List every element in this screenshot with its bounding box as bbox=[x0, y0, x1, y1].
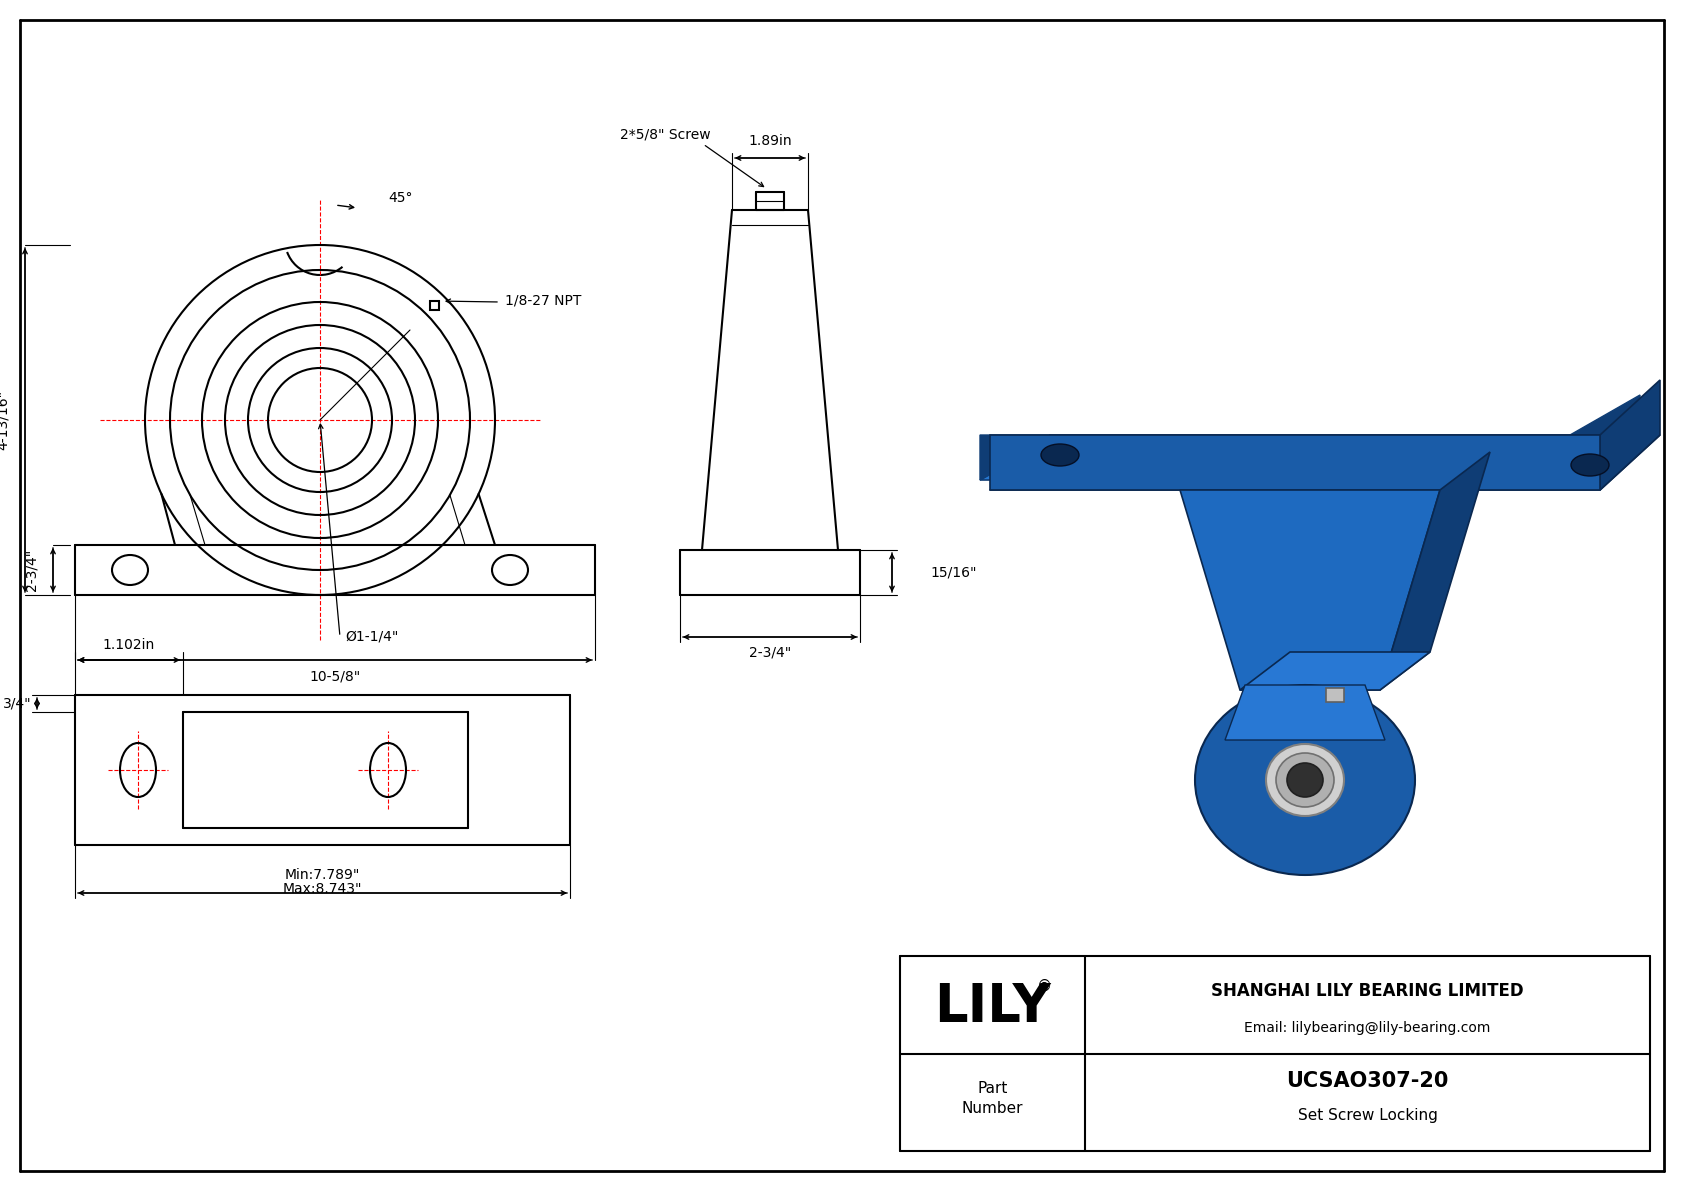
Text: 1.102in: 1.102in bbox=[103, 638, 155, 651]
Text: 1.89in: 1.89in bbox=[748, 135, 791, 148]
Text: ®: ® bbox=[1037, 979, 1052, 994]
Text: UCSAO307-20: UCSAO307-20 bbox=[1287, 1071, 1448, 1091]
Text: 3/4": 3/4" bbox=[3, 697, 32, 711]
Ellipse shape bbox=[1287, 763, 1324, 797]
Text: 2*5/8" Screw: 2*5/8" Screw bbox=[620, 127, 711, 141]
Polygon shape bbox=[1569, 395, 1640, 480]
Text: SHANGHAI LILY BEARING LIMITED: SHANGHAI LILY BEARING LIMITED bbox=[1211, 983, 1524, 1000]
Polygon shape bbox=[990, 435, 1600, 490]
Text: Ø1-1/4": Ø1-1/4" bbox=[345, 630, 399, 644]
Text: Set Screw Locking: Set Screw Locking bbox=[1298, 1109, 1438, 1123]
Text: Max:8.743": Max:8.743" bbox=[283, 883, 362, 896]
Polygon shape bbox=[1379, 453, 1490, 690]
Polygon shape bbox=[1239, 651, 1430, 690]
Text: 15/16": 15/16" bbox=[930, 566, 977, 580]
Text: 4-13/16": 4-13/16" bbox=[0, 389, 10, 450]
Ellipse shape bbox=[1196, 685, 1415, 875]
Polygon shape bbox=[990, 435, 1660, 490]
Polygon shape bbox=[980, 435, 1051, 480]
Polygon shape bbox=[980, 439, 1640, 480]
Ellipse shape bbox=[1041, 444, 1079, 466]
Polygon shape bbox=[1180, 490, 1440, 690]
Text: LILY: LILY bbox=[935, 980, 1051, 1033]
Text: 2-3/4": 2-3/4" bbox=[749, 646, 791, 659]
Text: Email: lilybearing@lily-bearing.com: Email: lilybearing@lily-bearing.com bbox=[1244, 1021, 1490, 1035]
Ellipse shape bbox=[1266, 744, 1344, 816]
Text: 10-5/8": 10-5/8" bbox=[310, 669, 360, 682]
Bar bbox=[1325, 688, 1344, 701]
Polygon shape bbox=[1224, 685, 1384, 740]
Ellipse shape bbox=[1571, 454, 1608, 476]
Text: Min:7.789": Min:7.789" bbox=[285, 868, 360, 883]
Text: Part
Number: Part Number bbox=[962, 1081, 1024, 1116]
Bar bbox=[431, 300, 440, 310]
Text: 45°: 45° bbox=[387, 191, 413, 205]
Ellipse shape bbox=[1276, 753, 1334, 807]
Text: 2-3/4": 2-3/4" bbox=[24, 549, 39, 591]
Polygon shape bbox=[1600, 380, 1660, 490]
Text: 1/8-27 NPT: 1/8-27 NPT bbox=[505, 293, 581, 307]
